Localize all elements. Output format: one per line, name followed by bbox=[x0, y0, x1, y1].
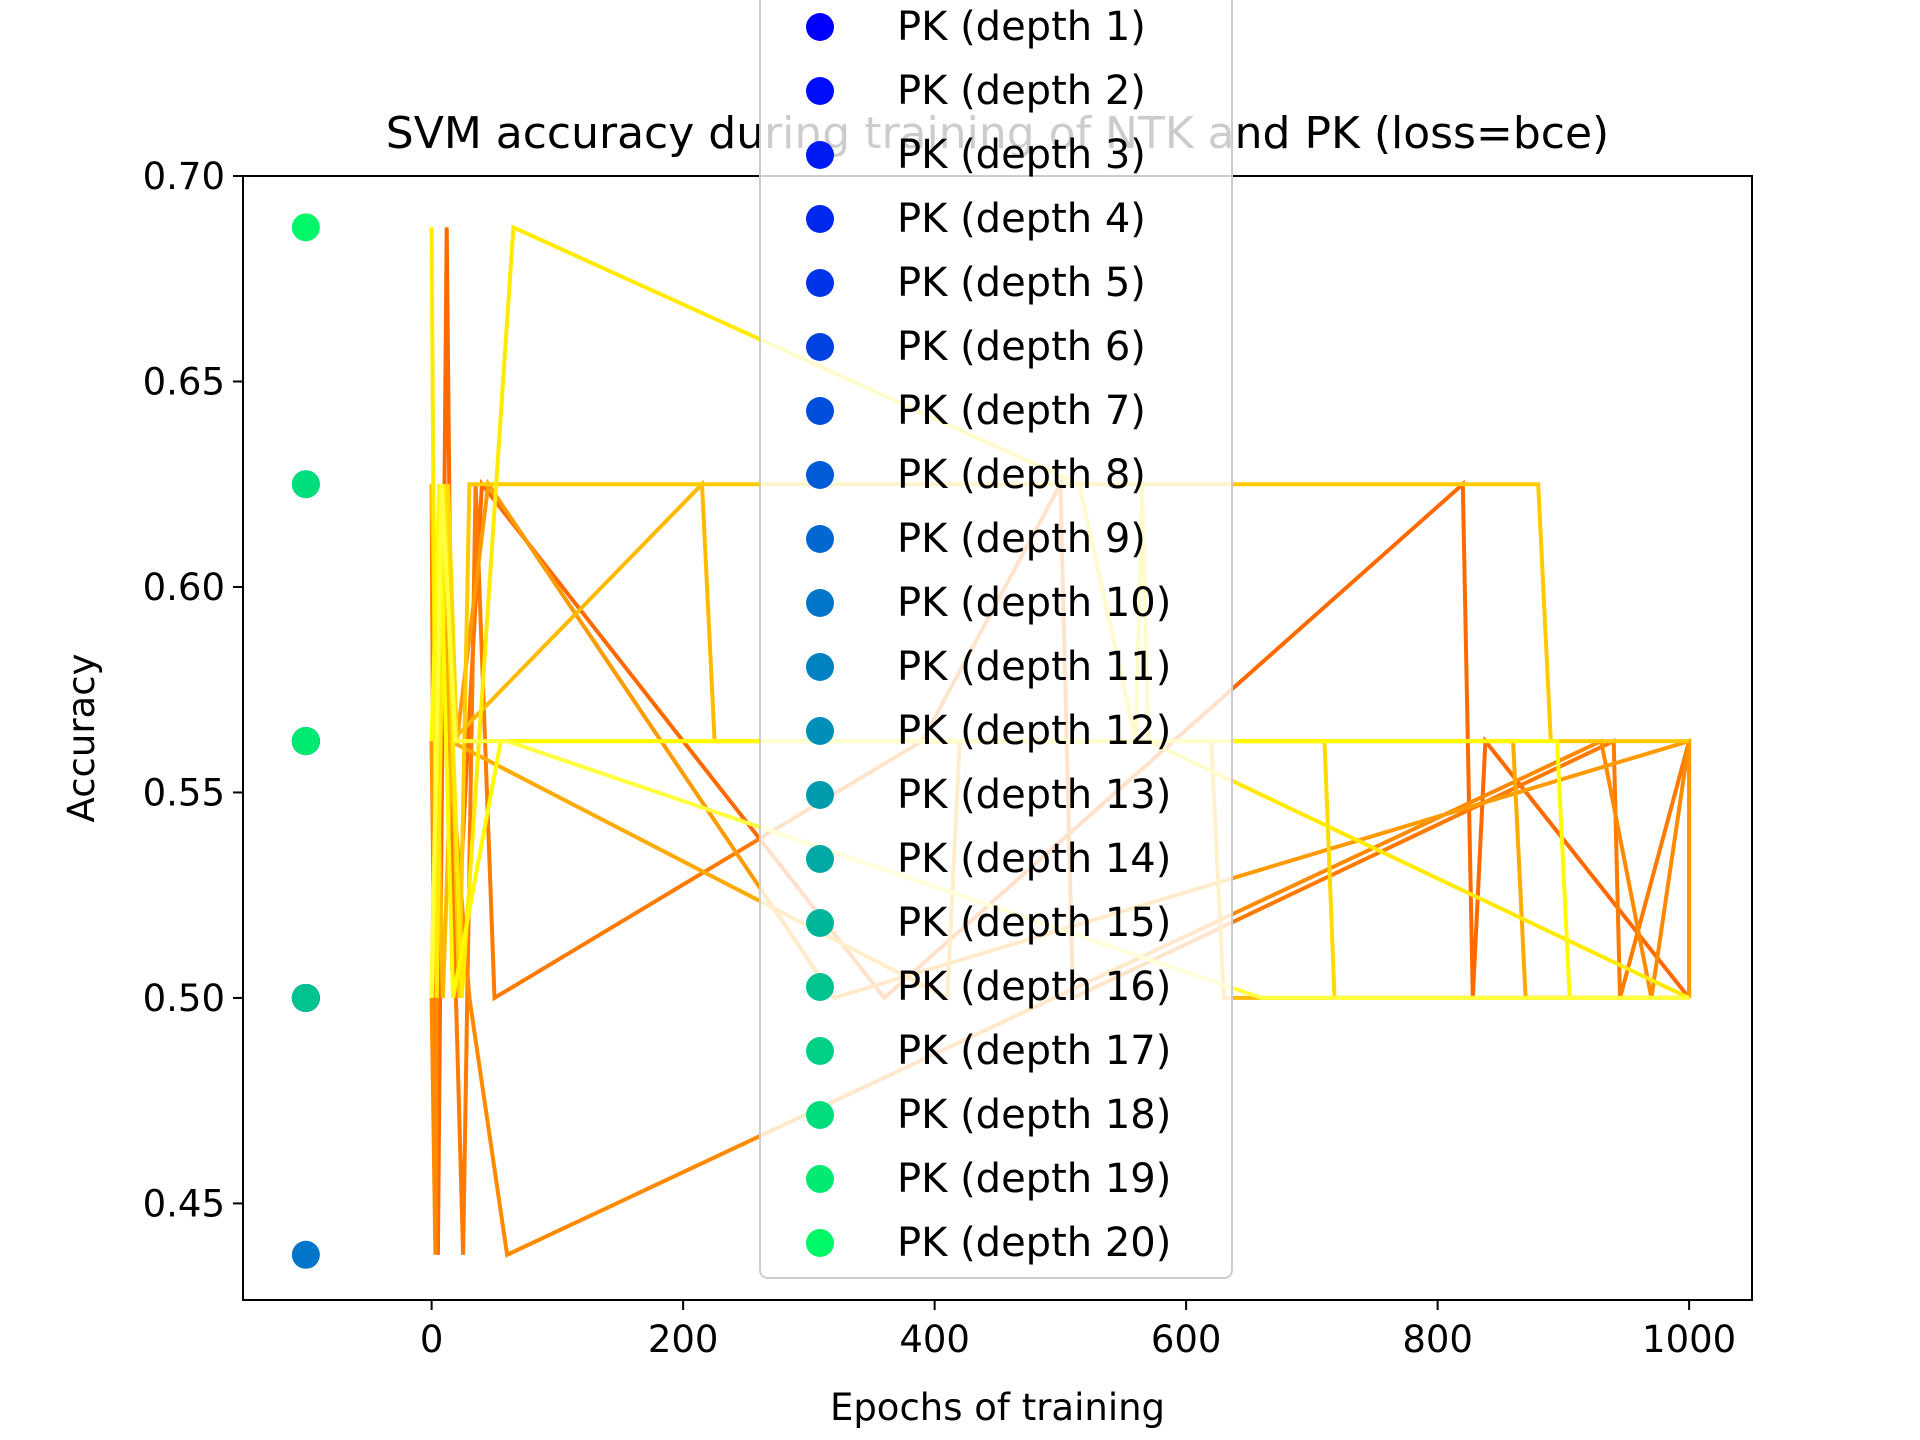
pk-point-depth-18 bbox=[291, 470, 320, 499]
x-tick-label: 1000 bbox=[1642, 1318, 1736, 1361]
legend-marker bbox=[806, 973, 834, 1001]
legend-entry: PK (depth 1) bbox=[897, 4, 1146, 50]
pk-point-depth-20 bbox=[291, 213, 320, 242]
legend-marker bbox=[806, 717, 834, 745]
x-tick-label: 400 bbox=[899, 1318, 970, 1361]
y-axis-label: Accuracy bbox=[60, 654, 103, 823]
legend-marker bbox=[806, 909, 834, 937]
y-tick-label: 0.45 bbox=[143, 1182, 225, 1225]
legend-marker bbox=[806, 13, 834, 41]
legend-marker bbox=[806, 781, 834, 809]
legend-entry: PK (depth 17) bbox=[897, 1028, 1171, 1074]
legend-entry: PK (depth 3) bbox=[897, 132, 1146, 178]
legend-entry: PK (depth 11) bbox=[897, 644, 1171, 690]
pk-point-depth-10 bbox=[291, 1240, 320, 1269]
legend-entry: PK (depth 8) bbox=[897, 452, 1146, 498]
legend-entry: PK (depth 7) bbox=[897, 388, 1146, 434]
legend-marker bbox=[806, 525, 834, 553]
y-tick-label: 0.55 bbox=[143, 771, 225, 814]
legend-marker bbox=[806, 589, 834, 617]
x-tick-label: 800 bbox=[1402, 1318, 1473, 1361]
x-tick-label: 0 bbox=[420, 1318, 444, 1361]
y-tick-label: 0.70 bbox=[143, 155, 225, 198]
legend: PK (depth 1) PK (depth 2) PK (depth 3) PK (… bbox=[759, 0, 1233, 1279]
legend-marker bbox=[806, 205, 834, 233]
legend-entry: PK (depth 13) bbox=[897, 772, 1171, 818]
legend-entry: PK (depth 5) bbox=[897, 260, 1146, 306]
legend-entry: PK (depth 18) bbox=[897, 1092, 1171, 1138]
legend-entry: PK (depth 2) bbox=[897, 68, 1146, 114]
x-tick-label: 200 bbox=[648, 1318, 719, 1361]
legend-entry: PK (depth 12) bbox=[897, 708, 1171, 754]
legend-entry: PK (depth 4) bbox=[897, 196, 1146, 242]
pk-points bbox=[291, 213, 320, 1269]
x-axis-ticks: 0 200 400 600 800 1000 bbox=[420, 1300, 1736, 1361]
legend-marker bbox=[806, 269, 834, 297]
legend-marker bbox=[806, 1165, 834, 1193]
legend-marker bbox=[806, 397, 834, 425]
legend-marker bbox=[806, 461, 834, 489]
legend-box bbox=[759, 0, 1233, 1279]
legend-marker bbox=[806, 333, 834, 361]
legend-entry: PK (depth 19) bbox=[897, 1156, 1171, 1202]
legend-entry: PK (depth 6) bbox=[897, 324, 1146, 370]
legend-marker bbox=[806, 653, 834, 681]
legend-marker bbox=[806, 1101, 834, 1129]
legend-entry: PK (depth 9) bbox=[897, 516, 1146, 562]
legend-marker bbox=[806, 77, 834, 105]
x-tick-label: 600 bbox=[1151, 1318, 1222, 1361]
legend-entry: PK (depth 15) bbox=[897, 900, 1171, 946]
y-axis-ticks: 0.45 0.50 0.55 0.60 0.65 0.70 bbox=[143, 155, 243, 1225]
legend-marker bbox=[806, 1037, 834, 1065]
x-axis-label: Epochs of training bbox=[830, 1386, 1165, 1429]
legend-marker bbox=[806, 845, 834, 873]
legend-entry: PK (depth 16) bbox=[897, 964, 1171, 1010]
y-tick-label: 0.65 bbox=[143, 360, 225, 403]
ntk-line-11 bbox=[429, 484, 1690, 1000]
y-tick-label: 0.60 bbox=[143, 566, 225, 609]
legend-entry: PK (depth 14) bbox=[897, 836, 1171, 882]
legend-entry: PK (depth 20) bbox=[897, 1220, 1171, 1266]
pk-point-depth-19 bbox=[291, 727, 320, 756]
legend-marker bbox=[806, 141, 834, 169]
legend-marker bbox=[806, 1229, 834, 1257]
y-tick-label: 0.50 bbox=[143, 977, 225, 1020]
pk-point-depth-16 bbox=[291, 983, 320, 1012]
legend-entry: PK (depth 10) bbox=[897, 580, 1171, 626]
